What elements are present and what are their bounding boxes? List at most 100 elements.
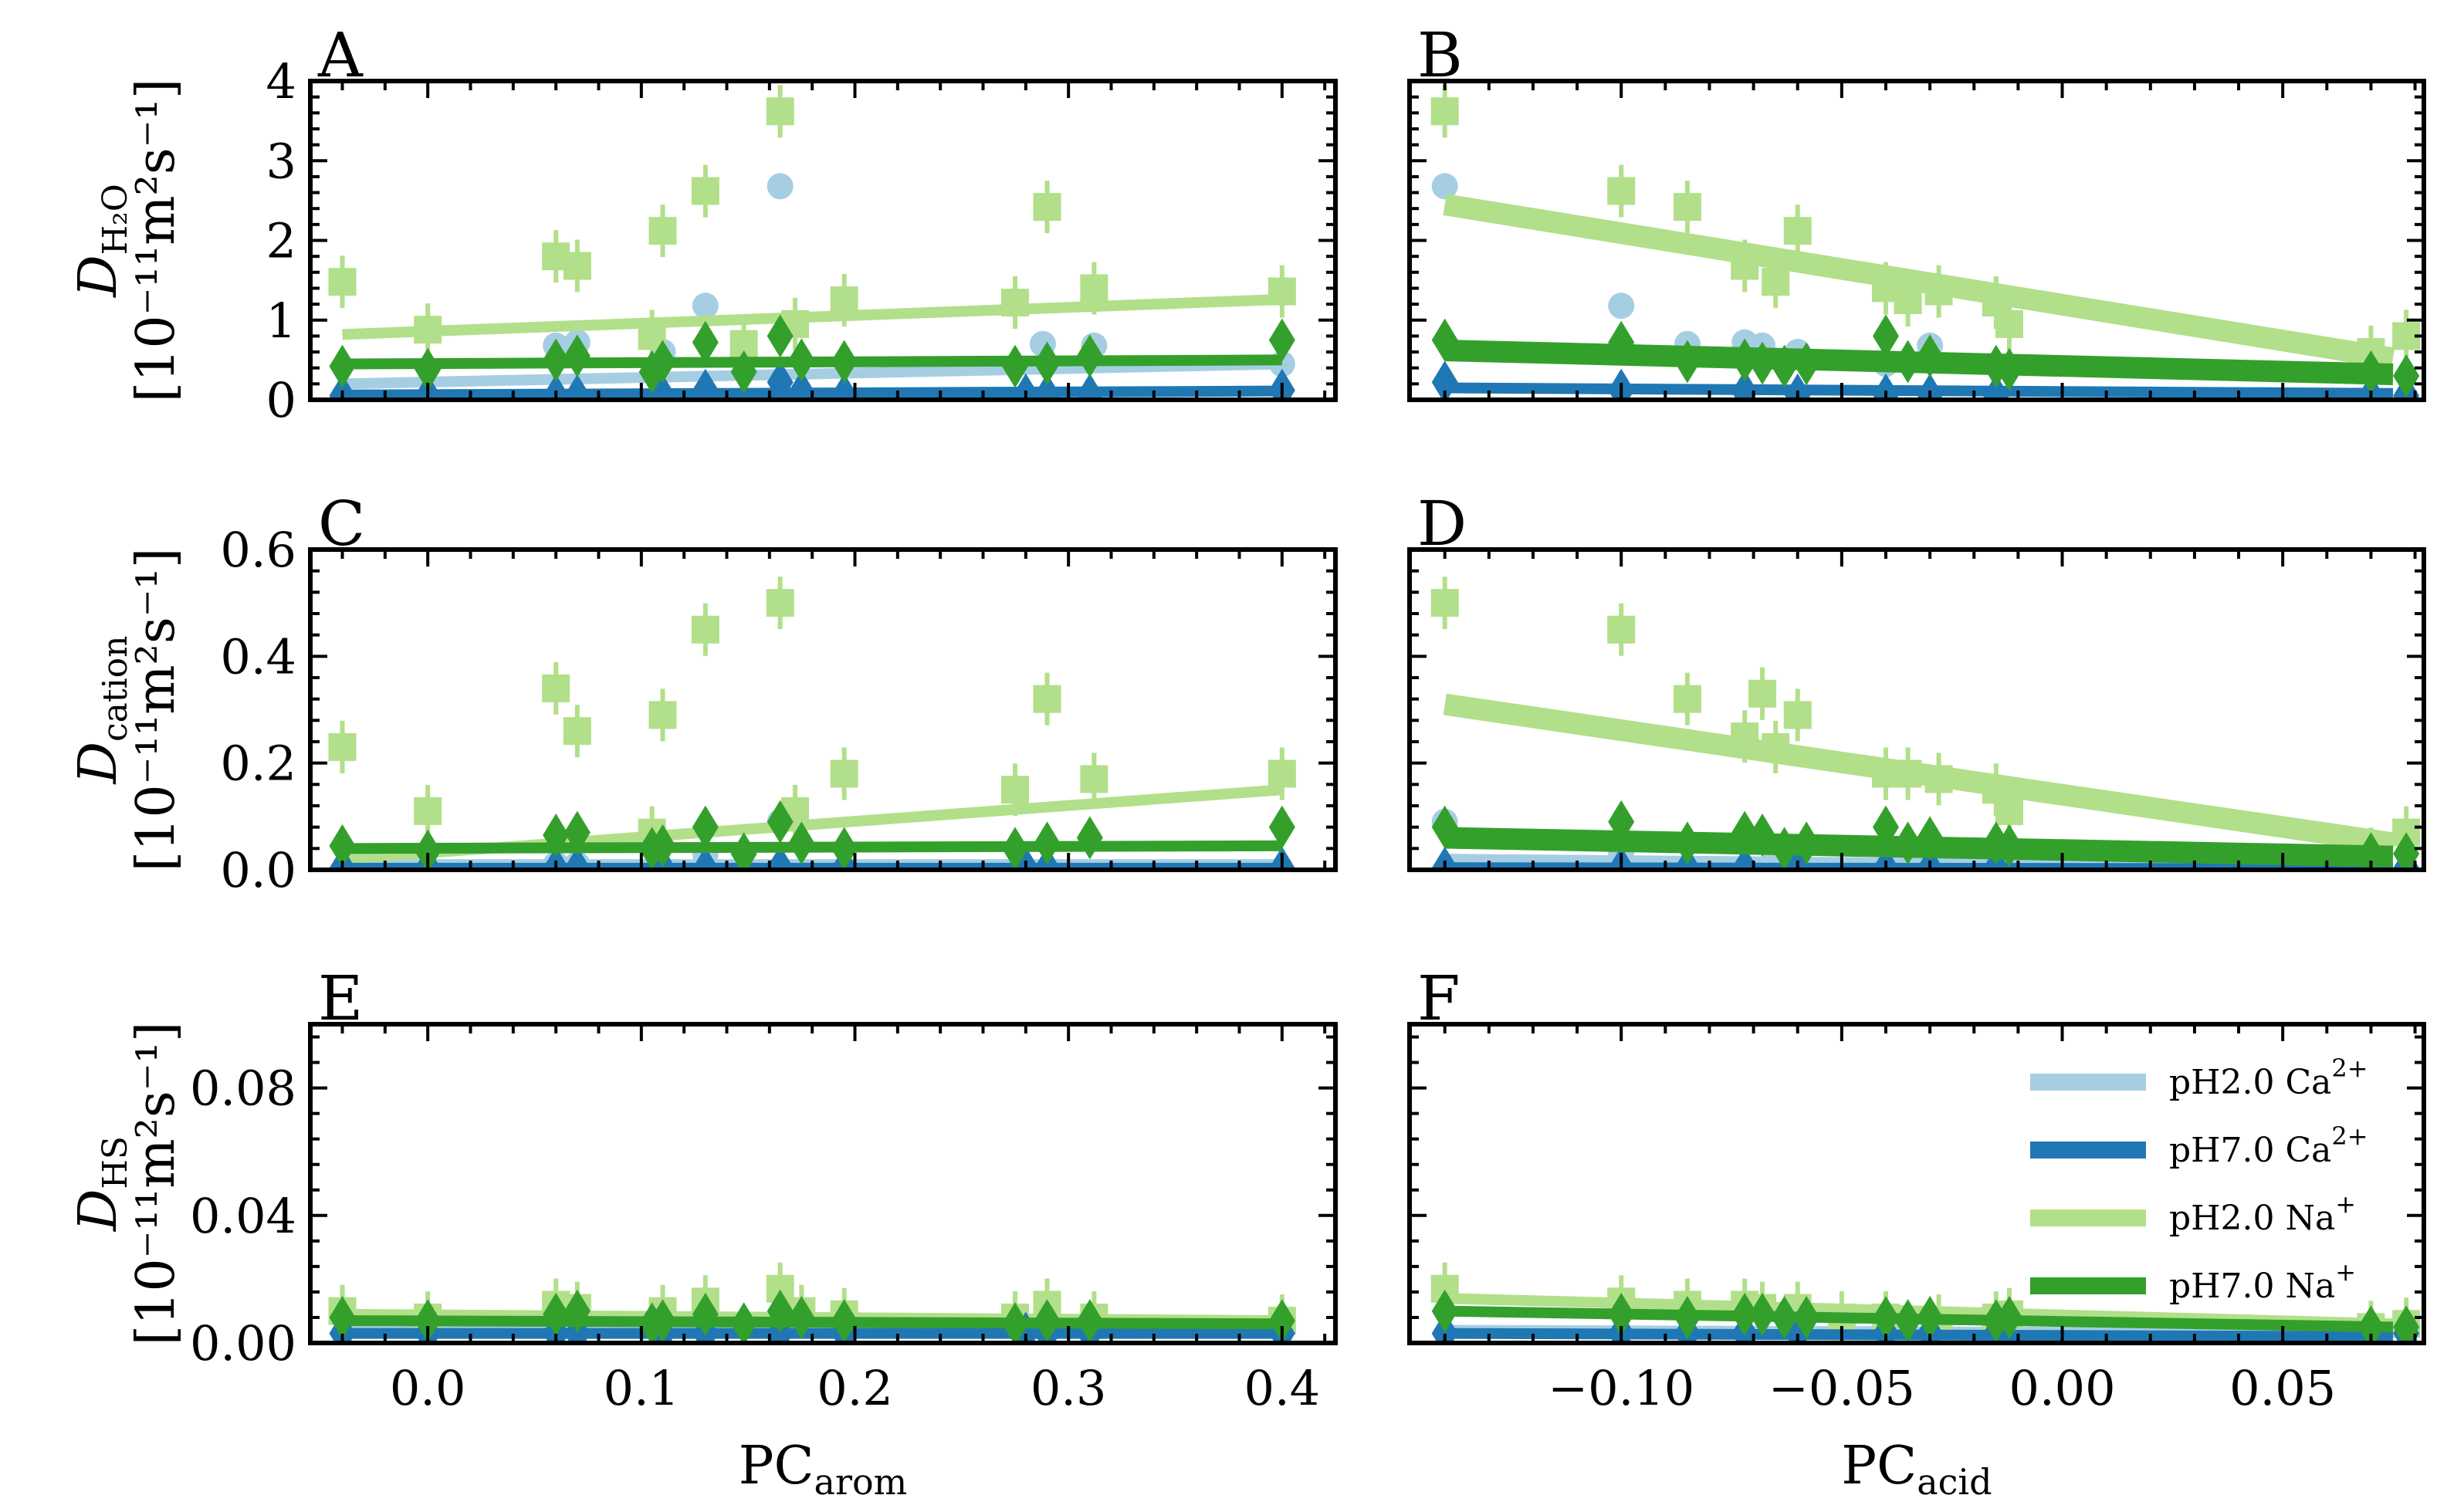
- panel-B: B: [1407, 19, 2426, 402]
- point-ph7-na: [730, 832, 757, 870]
- point-ph7-na: [1002, 1302, 1028, 1343]
- point-ph2-na: [830, 759, 858, 788]
- point-ph7-na: [1731, 810, 1758, 854]
- point-ph7-na: [1076, 1299, 1103, 1343]
- point-ph7-na: [1608, 1292, 1635, 1336]
- x-tick-label: 0.3: [1031, 1360, 1107, 1416]
- y-tick-label: 4: [266, 53, 296, 110]
- point-ph7-na: [543, 1292, 570, 1336]
- point-ph7-na: [1002, 344, 1028, 388]
- point-ph7-na: [1917, 334, 1944, 378]
- point-ph2-na: [1924, 277, 1953, 306]
- y-tick-label: 0: [266, 372, 296, 428]
- legend-entry: pH7.0 Ca2+: [2169, 1121, 2368, 1170]
- point-ph7-na: [543, 814, 570, 857]
- point-ph2-na: [691, 615, 719, 644]
- point-ph2-na: [1080, 274, 1108, 303]
- point-ph2-na: [542, 674, 570, 702]
- point-ph2-na: [691, 177, 719, 205]
- point-ph7-na: [1894, 1299, 1921, 1343]
- point-ph2-na: [1762, 268, 1790, 296]
- point-ph2-na: [328, 268, 357, 296]
- svg-text:[10⁻¹¹m²s⁻¹]: [10⁻¹¹m²s⁻¹]: [126, 79, 187, 403]
- point-ph2-ca: [767, 173, 794, 200]
- point-ph7-na: [1608, 320, 1635, 364]
- y-tick-label: 2: [266, 213, 296, 269]
- point-ph7-ca: [1784, 846, 1811, 870]
- point-ph7-ca: [767, 845, 794, 870]
- point-ph2-na: [1080, 765, 1108, 793]
- point-ph7-na: [1771, 1295, 1798, 1339]
- point-ph7-na: [1034, 341, 1061, 385]
- axes-frame: [1407, 1022, 2426, 1345]
- panel-label: E: [318, 962, 363, 1034]
- legend-entry: pH2.0 Na+: [2169, 1189, 2356, 1238]
- point-ph2-na: [1731, 252, 1759, 280]
- point-ph7-na: [1431, 1289, 1458, 1333]
- point-ph7-na: [730, 1302, 757, 1343]
- point-ph2-na: [1607, 177, 1636, 205]
- point-ph2-na: [414, 797, 442, 825]
- point-ph7-na: [788, 1295, 815, 1339]
- point-ph7-na: [1002, 827, 1028, 870]
- point-ph2-na: [1268, 759, 1296, 788]
- point-ph7-na: [1771, 344, 1798, 388]
- point-ph7-ca: [1731, 846, 1758, 870]
- point-ph7-na: [1793, 342, 1820, 386]
- x-tick-label: 0.0: [390, 1360, 466, 1416]
- point-ph7-na: [329, 824, 356, 868]
- axes-frame: [308, 547, 1338, 872]
- point-ph2-na: [766, 97, 794, 126]
- point-ph7-na: [1674, 1295, 1701, 1339]
- point-ph7-na: [1873, 805, 1900, 849]
- point-ph7-na: [2357, 350, 2384, 394]
- point-ph2-na: [1001, 776, 1029, 804]
- point-ph7-na: [649, 1299, 676, 1343]
- point-ph2-na: [648, 217, 677, 245]
- y-tick-label: 0.6: [220, 522, 296, 578]
- point-ph2-na: [1033, 193, 1061, 222]
- point-ph2-na: [1894, 759, 1922, 788]
- point-ph7-na: [831, 340, 858, 384]
- point-ph2-na: [1731, 722, 1759, 751]
- x-tick-label: 0.2: [817, 1360, 893, 1416]
- point-ph2-na: [1748, 679, 1777, 708]
- point-ph7-na: [1793, 1295, 1820, 1339]
- point-ph7-na: [1749, 341, 1776, 385]
- point-ph7-na: [564, 1289, 591, 1333]
- axes-frame: [308, 79, 1338, 402]
- svg-text:[10⁻¹¹m²s⁻¹]: [10⁻¹¹m²s⁻¹]: [126, 548, 187, 872]
- panel-label: C: [318, 488, 365, 560]
- point-ph7-na: [1995, 1295, 2022, 1339]
- panel-D: D: [1407, 488, 2426, 872]
- x-tick-label: 0.00: [2009, 1360, 2116, 1416]
- point-ph2-na: [1001, 289, 1029, 317]
- panel-F: −0.10 −0.05 0.00 0.05 F: [1407, 962, 2426, 1416]
- point-ph7-na: [1995, 347, 2022, 391]
- point-ph7-na: [1674, 340, 1701, 384]
- y-axis-label: DH₂O[10⁻¹¹m²s⁻¹]: [68, 79, 187, 403]
- point-ph7-ca: [831, 373, 858, 400]
- y-tick-label: 0.0: [220, 842, 296, 898]
- svg-text:[10⁻¹¹m²s⁻¹]: [10⁻¹¹m²s⁻¹]: [126, 1022, 187, 1346]
- point-ph7-na: [692, 1292, 719, 1336]
- point-ph2-na: [1995, 310, 2023, 338]
- point-ph7-na: [1749, 814, 1776, 857]
- point-ph7-ca: [1034, 373, 1061, 400]
- point-ph2-na: [648, 701, 677, 729]
- point-ph2-na: [1894, 286, 1922, 314]
- point-ph7-ca: [1784, 373, 1811, 400]
- point-ph7-na: [2357, 832, 2384, 870]
- point-ph7-na: [1431, 805, 1458, 849]
- y-tick-label: 0.04: [190, 1188, 296, 1244]
- point-ph7-na: [1268, 318, 1295, 362]
- point-ph7-na: [767, 314, 794, 358]
- point-ph7-na: [1917, 1295, 1944, 1339]
- point-ph2-na: [1033, 685, 1061, 713]
- point-ph7-ca: [767, 360, 794, 400]
- point-ph2-na: [1783, 701, 1812, 729]
- point-ph7-na: [2357, 1305, 2384, 1343]
- point-ph7-na: [730, 350, 757, 394]
- y-tick-label: 0.2: [220, 736, 296, 792]
- point-ph7-na: [1894, 821, 1921, 865]
